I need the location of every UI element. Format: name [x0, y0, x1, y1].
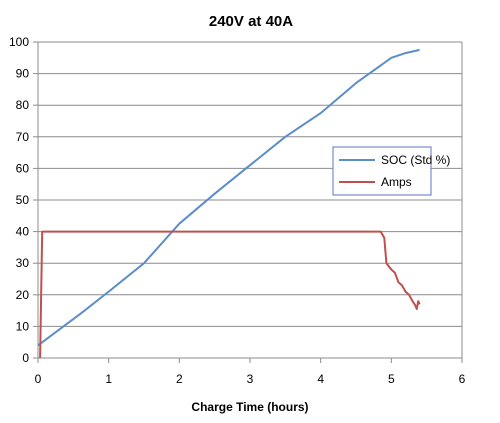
y-tick-label: 50 [16, 193, 30, 207]
x-tick-label: 6 [459, 372, 466, 386]
x-tick-label: 4 [317, 372, 324, 386]
x-tick-label: 0 [35, 372, 42, 386]
x-tick-label: 1 [105, 372, 112, 386]
y-tick-label: 70 [16, 130, 30, 144]
y-tick-label: 100 [9, 35, 29, 49]
y-tick-label: 40 [16, 225, 30, 239]
y-tick-label: 10 [16, 319, 30, 333]
series-line-soc [37, 48, 420, 347]
x-tick-label: 3 [247, 372, 254, 386]
axes [33, 41, 463, 363]
legend-box [332, 146, 432, 196]
chart-title: 240V at 40A [209, 13, 293, 30]
y-tick-label: 30 [16, 256, 30, 270]
x-tick-label: 2 [176, 372, 183, 386]
x-tick-label: 5 [388, 372, 395, 386]
y-tick-label: 60 [16, 161, 30, 175]
legend-label-soc: SOC (Std %) [381, 153, 450, 167]
legend: SOC (Std %) Amps [332, 146, 450, 196]
y-tick-label: 20 [16, 288, 30, 302]
y-tick-label: 0 [22, 351, 29, 365]
y-tick-labels: 0 10 20 30 40 50 60 70 80 90 100 [9, 35, 29, 365]
x-axis-title: Charge Time (hours) [191, 400, 308, 414]
series-line-amps [39, 230, 421, 359]
y-tick-label: 90 [16, 67, 30, 81]
series-lines [37, 48, 421, 359]
legend-label-amps: Amps [381, 175, 412, 189]
y-tick-label: 80 [16, 98, 30, 112]
x-tick-labels: 0 1 2 3 4 5 6 [35, 372, 466, 386]
